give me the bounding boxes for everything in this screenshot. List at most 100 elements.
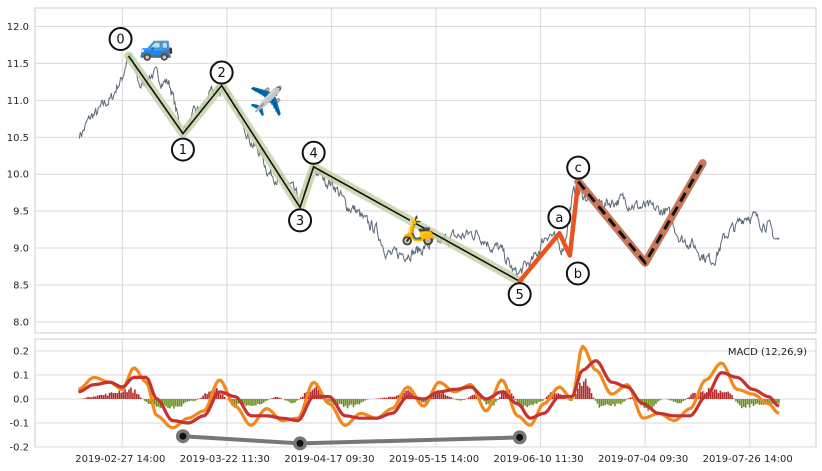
macd-histogram-bar [87, 396, 89, 399]
xtick-label: 2019-04-17 09:30 [284, 454, 374, 465]
macd-histogram-bar [596, 399, 599, 404]
macd-histogram-bar [257, 399, 259, 404]
macd-histogram-bar [178, 399, 181, 407]
macd-histogram-bar [313, 388, 316, 399]
macd-histogram-bar [299, 397, 302, 399]
macd-histogram-bar [760, 399, 763, 405]
price-panel: 8.0 8.5 9.0 9.5 10.0 10.5 11.0 11.5 12.0 0 1 2 3 4 5 a b… [7, 7, 817, 465]
macd-histogram-bar [208, 391, 210, 399]
macd-histogram-bar [317, 389, 320, 399]
macd-histogram-bar [284, 399, 286, 401]
macd-histogram-bar [89, 397, 91, 399]
macd-histogram-bar [262, 399, 265, 403]
macd-histogram-bar [610, 399, 612, 407]
macd-histogram-bar [260, 399, 263, 404]
macd-histogram-bar [157, 399, 160, 407]
airplane-icon: ✈️ [249, 83, 284, 117]
price-ytick-label: 11.5 [7, 59, 29, 70]
macd-histogram-bar [618, 399, 620, 404]
macd-histogram-bar [83, 398, 85, 399]
macd-histogram-bar [750, 399, 753, 404]
macd-histogram-bar [270, 398, 273, 399]
macd-histogram-bar [171, 399, 173, 407]
macd-histogram-bar [122, 391, 124, 399]
wave-label-4: 4 [310, 146, 318, 161]
macd-histogram-bar [169, 399, 171, 409]
macd-histogram-bar [194, 399, 197, 401]
macd-ytick-label: -0.1 [9, 419, 29, 430]
macd-histogram-bar [450, 397, 452, 399]
macd-histogram-bar [516, 399, 519, 404]
macd-histogram-bar [575, 393, 577, 399]
macd-histogram-bar [258, 399, 261, 405]
macd-histogram-bar [153, 399, 156, 405]
price-ytick-label: 12.0 [7, 22, 29, 33]
corrective-wave-line [517, 179, 581, 284]
macd-histogram-bar [668, 399, 671, 401]
impulse-wave-line [127, 55, 521, 282]
macd-histogram-bar [200, 397, 203, 399]
wave-label-circle [507, 282, 532, 307]
macd-histogram-bar [204, 393, 206, 399]
macd-histogram-bar [356, 399, 359, 405]
macd-histogram-bar [272, 397, 275, 399]
xtick-label: 2019-03-22 11:30 [180, 454, 270, 465]
macd-histogram-bar [641, 399, 644, 405]
macd-histogram-bar [778, 399, 780, 404]
macd-histogram-bar [579, 382, 581, 399]
macd-histogram-bar [592, 397, 595, 399]
macd-histogram-bar [309, 391, 312, 399]
wave-label-c: c [575, 161, 582, 176]
macd-histogram-bar [360, 399, 363, 403]
macd-histogram-bar [139, 397, 142, 399]
macd-histogram-bar [768, 399, 770, 404]
macd-histogram-bar [184, 399, 187, 403]
wave-label-circle [566, 155, 591, 180]
macd-histogram-bar [502, 390, 505, 399]
macd-histogram-bar [590, 393, 593, 399]
macd-histogram-bar [598, 399, 601, 408]
macd-histogram-bar [93, 396, 95, 399]
macd-histogram-bar [657, 399, 659, 402]
macd-histogram-bar [629, 397, 632, 399]
macd-histogram-bar [340, 399, 343, 405]
macd-histogram-bar [526, 399, 528, 408]
macd-histogram-bar [500, 393, 503, 399]
wave-label-3: 3 [296, 214, 304, 229]
xtick-label: 2019-02-27 14:00 [75, 454, 165, 465]
macd-histogram-bar [620, 399, 622, 405]
macd-histogram-bar [301, 396, 304, 399]
macd-histogram-bar [741, 399, 743, 409]
macd-histogram-bar [744, 399, 747, 408]
macd-histogram-bar [475, 396, 478, 399]
price-ytick-label: 10.0 [7, 170, 29, 181]
macd-histogram-bar [682, 399, 685, 402]
macd-histogram-bar [719, 390, 722, 399]
price-ytick-label: 8.0 [13, 317, 29, 328]
macd-histogram-bar [688, 397, 690, 399]
macd-histogram-bar [331, 399, 333, 404]
macd-histogram-bar [395, 395, 398, 399]
macd-histogram-bar [249, 399, 251, 406]
macd-histogram-bar [721, 392, 724, 399]
macd-histogram-bar [315, 385, 318, 399]
macd-histogram-bar [237, 399, 240, 404]
macd-histogram-bar [729, 393, 731, 399]
divergence-point-inner [179, 432, 187, 440]
macd-histogram-bar [547, 394, 550, 399]
macd-histogram-bar [717, 392, 720, 399]
macd-histogram-bar [387, 396, 390, 399]
macd-histogram-bar [545, 396, 548, 399]
macd-histogram-bar [676, 399, 679, 404]
macd-histogram-bar [649, 399, 651, 406]
price-ytick-label: 8.5 [13, 280, 29, 291]
macd-histogram-bar [180, 399, 183, 407]
divergence-point-inner [516, 433, 524, 441]
macd-histogram-bar [108, 392, 111, 399]
macd-histogram-bar [100, 394, 103, 399]
car-icon: 🚙 [139, 29, 174, 62]
macd-histogram-bar [530, 399, 532, 405]
macd-histogram-bar [420, 399, 423, 403]
xtick-label: 2019-07-26 14:00 [703, 454, 793, 465]
price-ytick-label: 9.0 [13, 244, 29, 255]
